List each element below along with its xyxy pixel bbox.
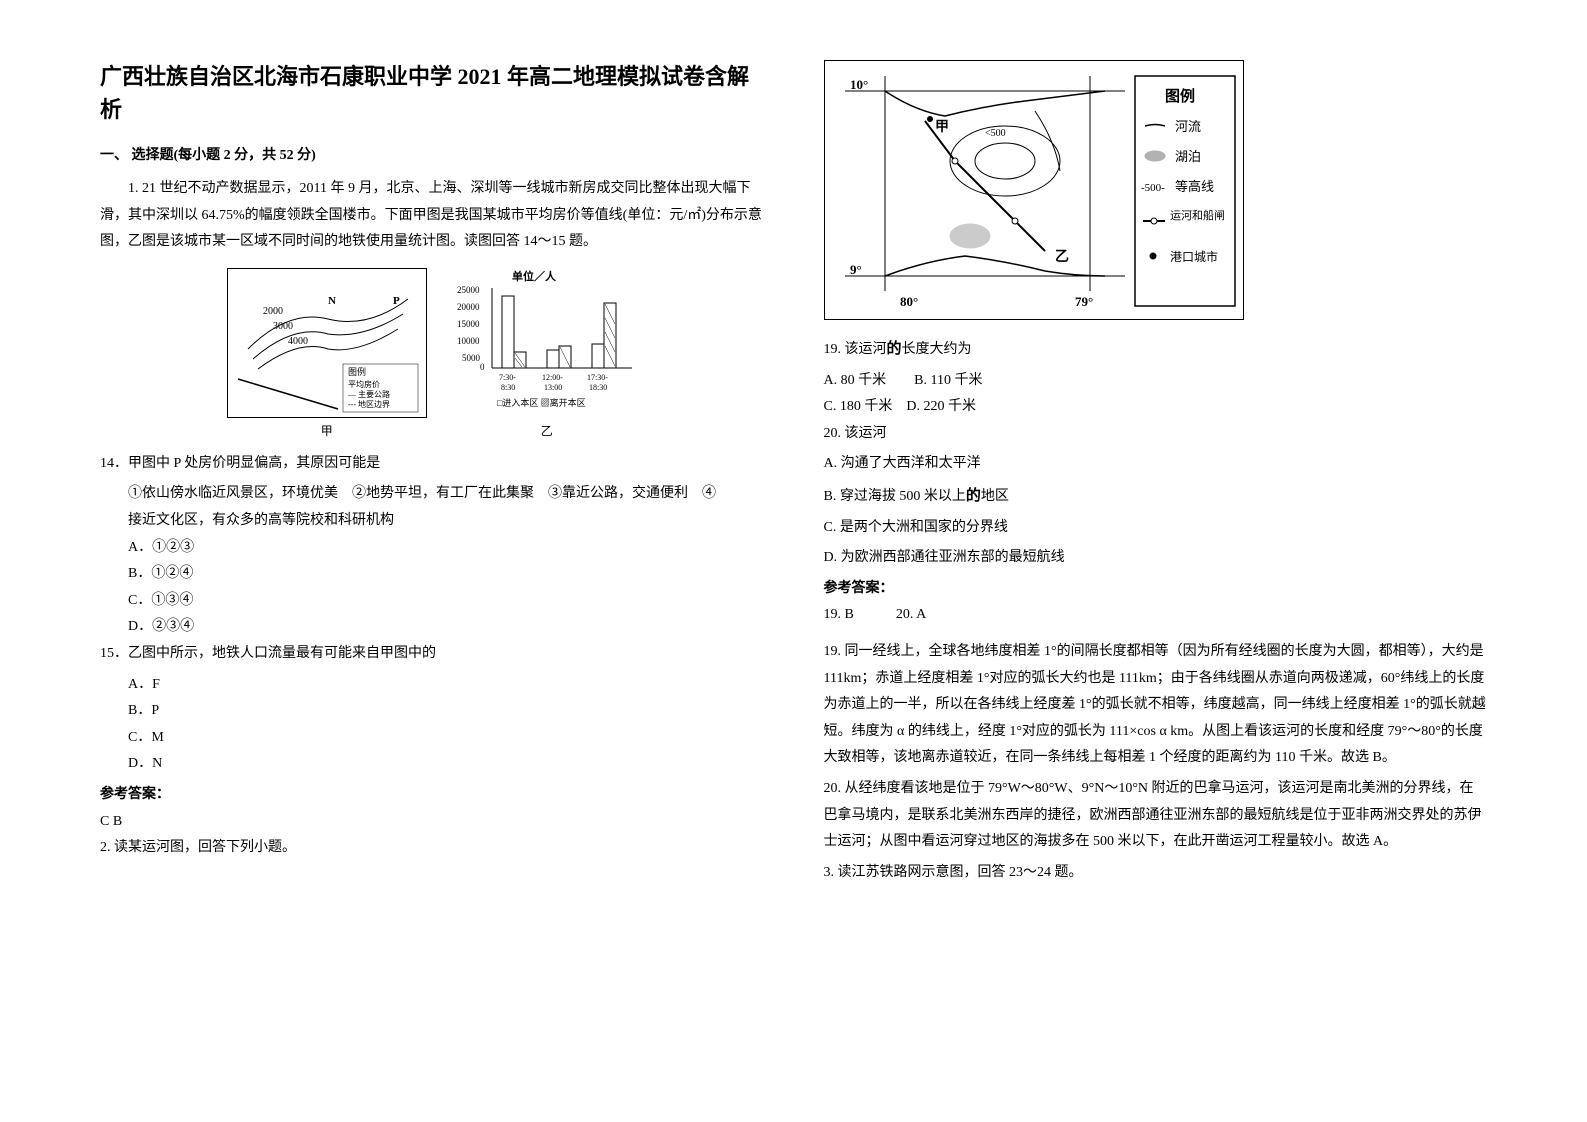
q14-sub2: 接近文化区，有众多的高等院校和科研机构 (100, 508, 764, 535)
svg-text:单位／人: 单位／人 (512, 269, 557, 283)
q14-option-b: B．①②④ (100, 561, 764, 588)
q14-option-a: A．①②③ (100, 535, 764, 562)
right-column: 10° 9° 80° 79° 甲 乙 <500 图例 (824, 60, 1488, 890)
q19-options-ab: A. 80 千米 B. 110 千米 (824, 368, 1488, 395)
q19-option-a: A. 80 千米 (824, 373, 887, 388)
section-1-header: 一、 选择题(每小题 2 分，共 52 分) (100, 144, 764, 164)
svg-text:图例: 图例 (348, 366, 366, 377)
svg-text:P: P (393, 295, 400, 307)
svg-text:18:30: 18:30 (589, 383, 607, 392)
q2-answer: 19. B 20. A (824, 602, 1488, 629)
figure-jia-container: 2000 3000 4000 N P 图例 平均房价 — 主要公路 --- 地区… (227, 268, 427, 439)
q2-intro: 2. 读某运河图，回答下列小题。 (100, 835, 764, 862)
q19-de: 的 (887, 341, 902, 357)
q15-option-d: D．N (100, 751, 764, 778)
svg-text:2000: 2000 (263, 306, 283, 317)
q19-text: 19. 该运河的长度大约为 (824, 335, 1488, 364)
q14-option-d: D．②③④ (100, 614, 764, 641)
svg-text:图例: 图例 (1165, 87, 1195, 105)
q19-option-d: D. 220 千米 (906, 399, 976, 414)
svg-text:12:00-: 12:00- (542, 373, 563, 382)
svg-text:17:30-: 17:30- (587, 373, 608, 382)
q15-option-c: C．M (100, 725, 764, 752)
q3-intro: 3. 读江苏铁路网示意图，回答 23～24 题。 (824, 860, 1488, 887)
svg-text:9°: 9° (850, 262, 862, 277)
svg-text:10000: 10000 (457, 336, 480, 346)
q20-option-b: B. 穿过海拔 500 米以上的地区 (824, 482, 1488, 511)
answer-label-2: 参考答案： (824, 576, 1488, 603)
svg-text:-500-: -500- (1141, 182, 1165, 194)
svg-text:湖泊: 湖泊 (1175, 149, 1201, 164)
q20-option-d: D. 为欧洲西部通往亚洲东部的最短航线 (824, 545, 1488, 572)
svg-text:运河和船闸: 运河和船闸 (1170, 208, 1225, 222)
svg-text:<500: <500 (985, 128, 1006, 139)
svg-text:3000: 3000 (273, 321, 293, 332)
figure-yi: 单位／人 25000 20000 15000 10000 5000 0 (457, 268, 637, 418)
svg-text:10°: 10° (850, 77, 868, 92)
q20-b-de: 的 (966, 488, 981, 504)
svg-text:0: 0 (480, 362, 485, 372)
figure-jia-caption: 甲 (321, 422, 333, 439)
q19-explanation: 19. 同一经线上，全球各地纬度相差 1°的间隔长度都相等（因为所有经线圈的长度… (824, 639, 1488, 772)
page-container: 广西壮族自治区北海市石康职业中学 2021 年高二地理模拟试卷含解析 一、 选择… (100, 60, 1487, 890)
q19-options-cd: C. 180 千米 D. 220 千米 (824, 394, 1488, 421)
q15-text: 15．乙图中所示，地铁人口流量最有可能来自甲图中的 (100, 641, 764, 668)
svg-text:7:30-: 7:30- (499, 373, 516, 382)
q15-option-a: A．F (100, 672, 764, 699)
svg-text:平均房价: 平均房价 (348, 379, 380, 389)
svg-text:25000: 25000 (457, 285, 480, 295)
q20-option-a: A. 沟通了大西洋和太平洋 (824, 451, 1488, 478)
svg-text:15000: 15000 (457, 319, 480, 329)
q20-b-post: 地区 (981, 489, 1009, 504)
canal-map: 10° 9° 80° 79° 甲 乙 <500 图例 (824, 60, 1244, 320)
svg-text:4000: 4000 (288, 336, 308, 347)
figure-jia: 2000 3000 4000 N P 图例 平均房价 — 主要公路 --- 地区… (227, 268, 427, 418)
q1-intro: 1. 21 世纪不动产数据显示，2011 年 9 月，北京、上海、深圳等一线城市… (100, 176, 764, 256)
q20-text: 20. 该运河 (824, 421, 1488, 448)
exam-title: 广西壮族自治区北海市石康职业中学 2021 年高二地理模拟试卷含解析 (100, 60, 764, 126)
q14-sub1: ①依山傍水临近风景区，环境优美 ②地势平坦，有工厂在此集聚 ③靠近公路，交通便利… (100, 481, 764, 508)
svg-text:13:00: 13:00 (544, 383, 562, 392)
q1-answer: C B (100, 809, 764, 836)
left-column: 广西壮族自治区北海市石康职业中学 2021 年高二地理模拟试卷含解析 一、 选择… (100, 60, 764, 890)
svg-text:等高线: 等高线 (1175, 179, 1214, 194)
q19-post: 长度大约为 (902, 342, 972, 357)
q19-option-c: C. 180 千米 (824, 399, 893, 414)
q15-option-b: B．P (100, 698, 764, 725)
svg-text:--- 地区边界: --- 地区边界 (348, 399, 390, 409)
answer-label-1: 参考答案： (100, 782, 764, 809)
svg-text:□进入本区 ▨离开本区: □进入本区 ▨离开本区 (497, 397, 586, 408)
svg-text:甲: 甲 (935, 119, 949, 135)
q20-b-pre: B. 穿过海拔 500 米以上 (824, 489, 966, 504)
q19-option-b: B. 110 千米 (914, 373, 982, 388)
svg-text:N: N (328, 295, 336, 307)
svg-text:79°: 79° (1075, 294, 1093, 309)
svg-text:20000: 20000 (457, 302, 480, 312)
svg-text:80°: 80° (900, 294, 918, 309)
svg-text:8:30: 8:30 (501, 383, 515, 392)
q14-option-c: C．①③④ (100, 588, 764, 615)
svg-text:港口城市: 港口城市 (1170, 249, 1218, 264)
q14-text: 14．甲图中 P 处房价明显偏高，其原因可能是 (100, 451, 764, 478)
figure-yi-container: 单位／人 25000 20000 15000 10000 5000 0 (457, 268, 637, 439)
q20-explanation: 20. 从经纬度看该地是位于 79°W～80°W、9°N～10°N 附近的巴拿马… (824, 776, 1488, 856)
q19-pre: 19. 该运河 (824, 342, 887, 357)
svg-text:5000: 5000 (462, 353, 481, 363)
svg-text:河流: 河流 (1175, 119, 1201, 134)
figure-yi-caption: 乙 (541, 422, 553, 439)
svg-text:— 主要公路: — 主要公路 (347, 389, 390, 399)
svg-text:乙: 乙 (1055, 249, 1069, 265)
figure-row-1: 2000 3000 4000 N P 图例 平均房价 — 主要公路 --- 地区… (100, 268, 764, 439)
q20-option-c: C. 是两个大洲和国家的分界线 (824, 515, 1488, 542)
